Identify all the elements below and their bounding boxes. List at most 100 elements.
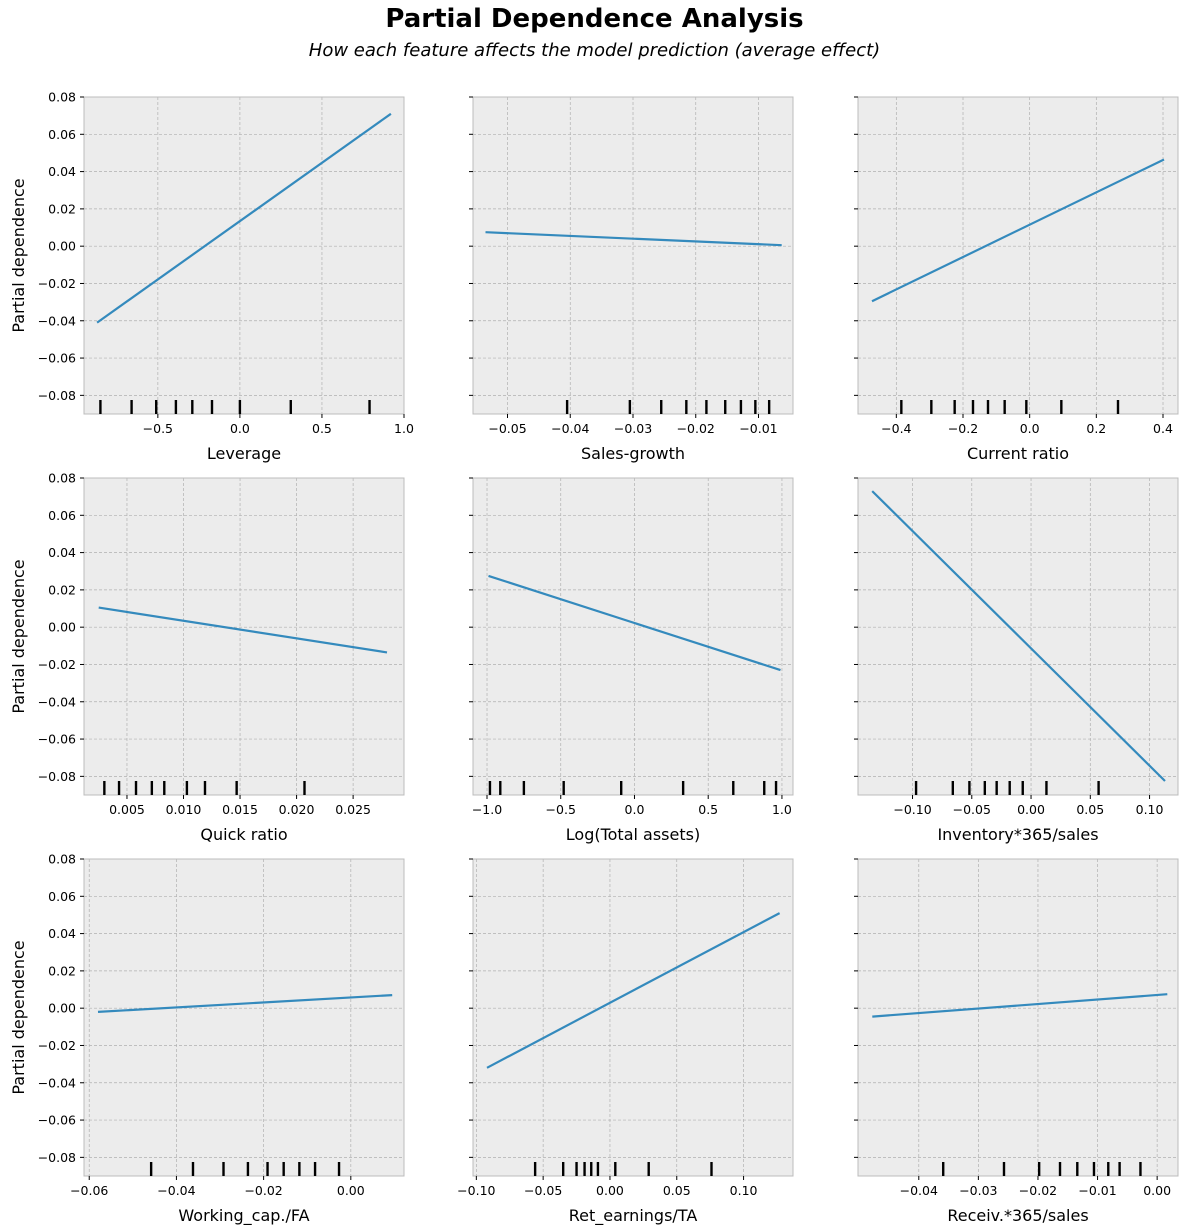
x-tick-label: 0.5 (698, 802, 718, 817)
panel-background (858, 859, 1178, 1176)
y-tick-label: −0.08 (38, 1150, 76, 1165)
y-tick-label: 0.06 (48, 127, 76, 142)
x-tick-label: 0.10 (1136, 802, 1164, 817)
partial-dependence-line (871, 490, 1166, 782)
panel-frame (83, 477, 405, 796)
x-tick-label: 0.0 (230, 421, 250, 436)
y-axis-label: Partial dependence (9, 940, 28, 1094)
x-tick-label: −0.04 (551, 421, 589, 436)
subplot-7: −0.08 −0.06 −0.04 −0.02 0.00 0.02 0.04 0.06 0.08… (9, 852, 405, 1226)
x-tick-label: −0.4 (881, 421, 911, 436)
x-axis-label: Log(Total assets) (566, 825, 700, 844)
subplot-1: −0.08 −0.06 −0.04 −0.02 0.00 0.02 0.04 0.06 0.08… (9, 90, 414, 464)
subplot-2: −0.05 −0.04 −0.03 −0.02 −0.01 Sales-growth (469, 96, 794, 463)
x-tick-label: −0.01 (1078, 1183, 1116, 1198)
figure-title: Partial Dependence Analysis (385, 4, 804, 34)
partial-dependence-line (486, 912, 781, 1069)
x-tick-label: −0.05 (953, 802, 991, 817)
x-tick-label: 0.010 (166, 802, 202, 817)
x-tick-label: 0.0 (625, 802, 645, 817)
partial-dependence-line (872, 993, 1168, 1018)
panel-background (858, 97, 1178, 414)
y-tick-label: 0.00 (48, 620, 76, 635)
y-tick-label: 0.08 (48, 90, 76, 105)
subplot-6: −0.10 −0.05 0.00 0.05 0.10 Inventory*365/sale… (854, 477, 1179, 844)
subplot-8: −0.10 −0.05 0.00 0.05 0.10 Ret_earnings/TA (457, 858, 794, 1226)
x-tick-label: −0.04 (157, 1183, 195, 1198)
x-tick-label: −0.10 (893, 802, 931, 817)
subplot-9: −0.04 −0.03 −0.02 −0.01 0.00 Receiv.*365/sale… (854, 858, 1179, 1225)
panel-background (84, 859, 404, 1176)
y-tick-label: −0.06 (38, 351, 76, 366)
x-tick-label: −0.5 (143, 421, 173, 436)
partial-dependence-line (871, 158, 1165, 303)
x-tick-label: 0.0 (1020, 421, 1040, 436)
x-tick-label: 0.00 (1017, 802, 1045, 817)
x-tick-label: 1.0 (772, 802, 792, 817)
y-tick-label: −0.08 (38, 388, 76, 403)
y-tick-label: 0.00 (48, 239, 76, 254)
x-tick-label: 0.4 (1153, 421, 1173, 436)
panel-frame (857, 858, 1179, 1177)
x-tick-label: 0.005 (109, 802, 145, 817)
subplot-5: −1.0 −0.5 0.0 0.5 1.0 Log(Total assets) (469, 477, 794, 844)
x-tick-label: −0.02 (1019, 1183, 1057, 1198)
panel-background (473, 478, 793, 795)
x-axis-label: Receiv.*365/sales (947, 1206, 1088, 1225)
x-tick-label: 0.015 (222, 802, 258, 817)
x-axis-label: Leverage (207, 444, 281, 463)
y-tick-label: 0.08 (48, 471, 76, 486)
panel-background (84, 478, 404, 795)
x-tick-label: 0.10 (730, 1183, 758, 1198)
panel-frame (472, 477, 794, 796)
x-axis-label: Inventory*365/sales (937, 825, 1098, 844)
x-tick-label: 0.025 (335, 802, 371, 817)
y-tick-label: −0.08 (38, 769, 76, 784)
x-axis-label: Sales-growth (581, 444, 685, 463)
y-axis-label: Partial dependence (9, 178, 28, 332)
y-tick-label: 0.02 (48, 201, 76, 216)
x-tick-label: −0.01 (739, 421, 777, 436)
x-tick-label: 0.5 (312, 421, 332, 436)
y-tick-label: −0.04 (38, 313, 76, 328)
partial-dependence-line (485, 231, 782, 247)
y-tick-label: 0.00 (48, 1001, 76, 1016)
x-tick-label: 0.00 (1143, 1183, 1171, 1198)
x-tick-label: −0.03 (614, 421, 652, 436)
panel-frame (83, 96, 405, 415)
y-tick-label: −0.06 (38, 1113, 76, 1128)
y-tick-label: 0.06 (48, 508, 76, 523)
x-tick-label: −0.05 (488, 421, 526, 436)
y-tick-label: 0.08 (48, 852, 76, 867)
x-tick-label: 0.020 (279, 802, 315, 817)
y-tick-label: 0.02 (48, 582, 76, 597)
x-tick-label: −0.05 (524, 1183, 562, 1198)
x-tick-label: −0.10 (457, 1183, 495, 1198)
y-tick-label: −0.04 (38, 1075, 76, 1090)
panel-frame (83, 858, 405, 1177)
y-tick-label: 0.04 (48, 926, 76, 941)
subplot-3: −0.4 −0.2 0.0 0.2 0.4 Current ratio (854, 96, 1179, 463)
y-tick-label: −0.06 (38, 732, 76, 747)
y-tick-label: 0.06 (48, 889, 76, 904)
partial-dependence-line (96, 112, 392, 324)
panel-background (473, 859, 793, 1176)
figure-subtitle: How each feature affects the model predi… (308, 40, 881, 61)
y-tick-label: 0.02 (48, 963, 76, 978)
x-tick-label: −0.06 (70, 1183, 108, 1198)
panel-frame (472, 858, 794, 1177)
x-tick-label: 0.00 (337, 1183, 365, 1198)
subplot-4: −0.08 −0.06 −0.04 −0.02 0.00 0.02 0.04 0.06 0.08… (9, 471, 405, 844)
y-tick-label: 0.04 (48, 545, 76, 560)
partial-dependence-line (97, 994, 393, 1013)
y-tick-label: −0.02 (38, 1038, 76, 1053)
x-tick-label: −0.04 (900, 1183, 938, 1198)
y-tick-label: −0.04 (38, 694, 76, 709)
partial-dependence-line (98, 606, 388, 654)
x-tick-label: 0.05 (663, 1183, 691, 1198)
y-axis-label: Partial dependence (9, 559, 28, 713)
y-tick-label: −0.02 (38, 276, 76, 291)
x-tick-label: 0.05 (1076, 802, 1104, 817)
x-tick-label: −1.0 (472, 802, 502, 817)
